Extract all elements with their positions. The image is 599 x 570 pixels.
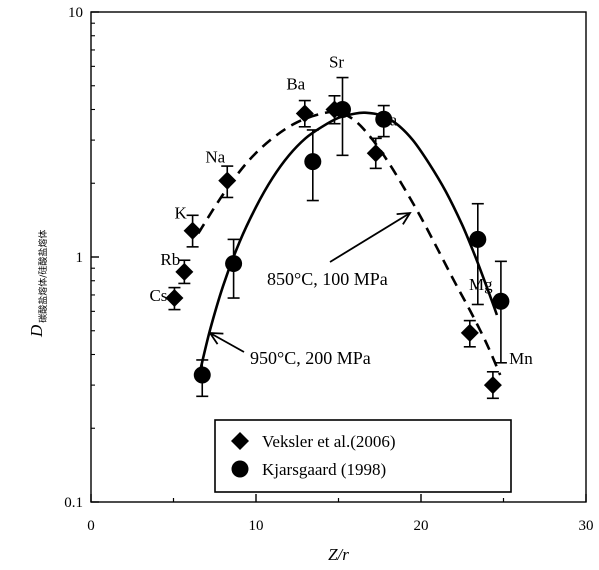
x-tick-label: 0 [87,518,95,534]
element-labels: Cs Rb K Na Ba Sr Ca Mg Mn [149,52,533,368]
legend-label: Kjarsgaard (1998) [262,460,386,479]
annotation-arrow-head [396,211,412,225]
fit-curves [197,110,502,376]
diamond-point [183,221,202,240]
dashed-curve-annotation: 850°C, 100 MPa [267,269,388,289]
element-label-ca: Ca [378,110,397,129]
data-points [165,100,510,395]
solid-fit-curve [198,111,499,373]
diamond-point [165,289,184,308]
y-tick-label: 0.1 [64,495,83,511]
circle-point [375,110,393,128]
element-label-mn: Mn [509,349,533,368]
diamond-point [460,323,479,342]
element-label-k: K [174,204,187,223]
y-axis-title: D碳酸盐熔体/硅酸盐熔体 [27,230,49,338]
axes: 0 10 20 30 0.1 1 10 Z/r D碳酸盐熔体/硅酸盐熔体 [27,5,594,564]
y-axis-title-main: D [27,324,46,338]
annotation-arrow-head [208,332,224,345]
circle-point [334,100,351,118]
solid-curve-annotation: 950°C, 200 MPa [250,348,371,368]
diamond-point [483,376,502,395]
element-label-rb: Rb [160,250,180,269]
annotation-arrow-line [209,332,245,353]
x-tick-label: 30 [579,518,594,534]
diamond-point [366,144,385,163]
element-label-ba: Ba [286,75,305,94]
circle-point [492,292,510,310]
y-tick-label: 1 [76,250,84,266]
y-axis-title-subscript: 碳酸盐熔体/硅酸盐熔体 [37,230,49,323]
element-label-sr: Sr [329,52,344,71]
legend-label: Veksler et al.(2006) [262,432,396,451]
legend-circle-marker [231,460,249,478]
legend-diamond-marker [231,432,249,450]
circle-point [304,153,322,171]
element-label-cs: Cs [149,286,167,305]
x-tick-label: 20 [414,518,429,534]
diamond-point [218,171,237,190]
circle-point [193,366,211,384]
legend: Veksler et al.(2006) Kjarsgaard (1998) [214,419,512,493]
circle-point [225,255,243,273]
element-label-na: Na [205,148,225,167]
circle-point [469,230,487,248]
dashed-fit-curve [197,110,502,376]
y-tick-label: 10 [68,5,83,21]
x-axis-title: Z/r [328,545,349,564]
element-label-mg: Mg [469,275,493,294]
annotation-arrow-line [329,212,411,263]
diamond-point [175,262,194,281]
curve-annotations: 850°C, 100 MPa 950°C, 200 MPa [208,211,412,368]
legend-box [214,419,512,493]
diamond-point [295,104,314,123]
x-tick-label: 10 [249,518,264,534]
